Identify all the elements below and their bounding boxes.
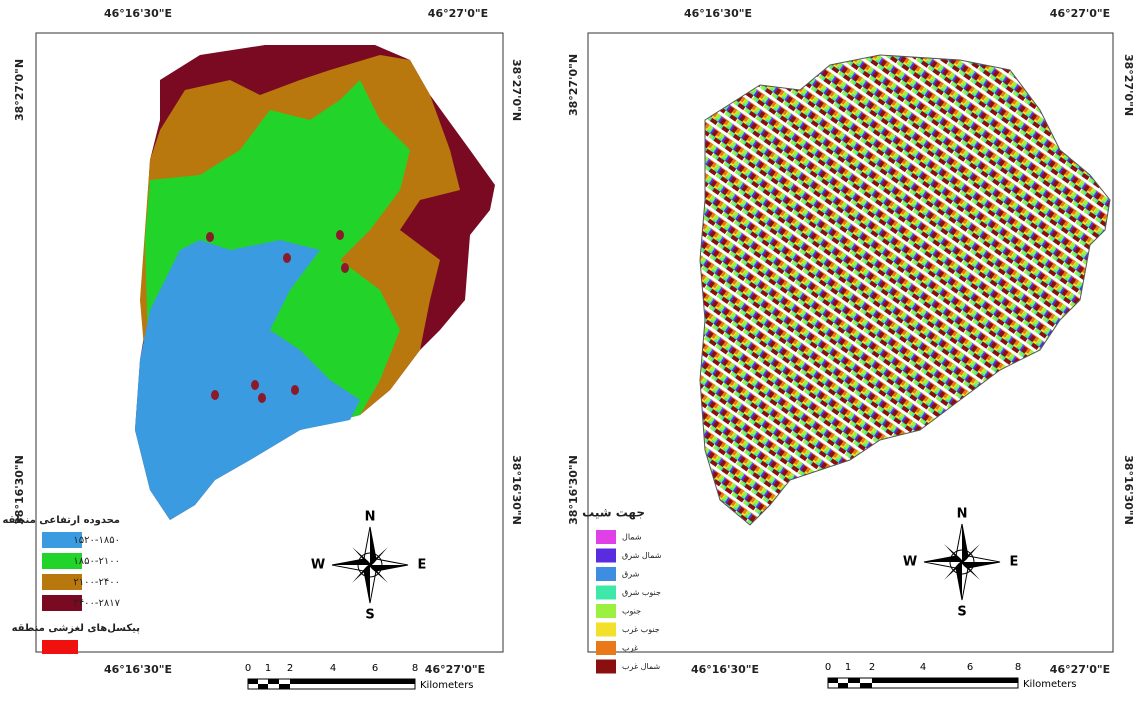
scale-tick: 1 [265, 663, 271, 674]
coord-top: 46°16'30"E [684, 7, 752, 20]
legend-title: محدوده ارتفاعی منطقه [2, 515, 120, 526]
scale-tick: 6 [967, 662, 973, 673]
legend-label: ۲۴۰۰-۲۸۱۷ [73, 598, 120, 609]
coord-bottom: 46°27'0"E [1050, 663, 1110, 676]
landslide-spot [341, 263, 349, 273]
legend-label: شمال [622, 533, 642, 542]
scale-seg [970, 678, 1018, 683]
scale-tick: 2 [869, 662, 875, 673]
legend-swatch [596, 585, 616, 600]
scale-tick: 6 [372, 663, 378, 674]
legend-swatch [42, 640, 78, 654]
legend-label: شرق [622, 570, 640, 579]
landslide-spot [336, 230, 344, 240]
scale-seg [838, 683, 848, 688]
legend-swatch [42, 595, 82, 611]
scale-tick: 8 [1015, 662, 1021, 673]
legend-swatch [596, 641, 616, 655]
coord-top: 46°27'0"E [1050, 7, 1110, 20]
legend-swatch [42, 532, 82, 548]
scale-seg [290, 679, 333, 684]
legend-swatch [596, 567, 616, 581]
compass-ring [357, 552, 383, 578]
coord-bottom: 46°16'30"E [104, 663, 172, 676]
legend-swatch [596, 530, 616, 544]
scale-tick: 1 [845, 662, 851, 673]
scale-seg [848, 678, 860, 683]
compass-star [944, 544, 980, 580]
legend-swatch [596, 659, 616, 674]
legend-label: جنوب غرب [622, 625, 660, 634]
coord-left: 38°16'30"N [567, 455, 580, 525]
coord-left: 38°27'0"N [567, 54, 580, 116]
compass-ring [949, 549, 975, 575]
legend-label: ۱۸۵۰-۲۱۰۰ [73, 556, 120, 567]
compass-e: E [418, 558, 427, 573]
legend-label: غرب [622, 644, 638, 653]
legend-swatch [42, 553, 82, 569]
scale-seg [268, 679, 279, 684]
compass-s: S [957, 605, 966, 620]
scale-seg [375, 679, 415, 684]
coord-right: 38°16'30"N [510, 455, 523, 525]
coord-bottom: 46°16'30"E [691, 663, 759, 676]
legend-swatch [596, 622, 616, 637]
scale-tick: 0 [245, 663, 251, 674]
scale-seg [860, 683, 872, 688]
coord-top: 46°16'30"E [104, 7, 172, 20]
compass: N S W E [311, 510, 427, 623]
scale-seg [248, 679, 258, 684]
scale-tick: 4 [920, 662, 926, 673]
compass-star [332, 527, 408, 603]
legend-label: جنوب [622, 607, 641, 616]
legend-title: جهت شیب [582, 506, 645, 520]
legend-label: ۱۵۲۰-۱۸۵۰ [73, 535, 120, 546]
legend-label: جنوب شرق [622, 588, 661, 597]
landslide-spot [291, 385, 299, 395]
scale-tick: 2 [287, 663, 293, 674]
compass-e: E [1010, 555, 1019, 570]
scale-tick: 8 [412, 663, 418, 674]
coord-left: 38°16'30"N [13, 455, 26, 525]
scale-seg [333, 679, 375, 684]
scale-seg [923, 678, 970, 683]
coord-top: 46°27'0"E [428, 7, 488, 20]
landslide-spot [283, 253, 291, 263]
legend-swatch [42, 574, 82, 590]
compass-w: W [903, 555, 917, 570]
coord-left: 38°27'0"N [13, 59, 26, 121]
scale-tick: 4 [330, 663, 336, 674]
scale-unit: Kilometers [420, 680, 474, 691]
coord-right: 38°16'30"N [1122, 455, 1135, 525]
landslide-spot [211, 390, 219, 400]
compass-star [352, 547, 388, 583]
legend-swatch [596, 548, 616, 563]
scale-seg [258, 684, 268, 689]
coord-bottom: 46°27'0"E [425, 663, 485, 676]
compass-s: S [365, 608, 374, 623]
legend-label: ۲۱۰۰-۲۴۰۰ [73, 577, 120, 588]
scale-seg [872, 678, 923, 683]
elevation-zone [135, 240, 360, 520]
compass: N S W E [903, 507, 1019, 620]
landslide-spot [206, 232, 214, 242]
landslide-spot [258, 393, 266, 403]
compass-w: W [311, 558, 325, 573]
compass-star [924, 524, 1000, 600]
scale-unit: Kilometers [1023, 679, 1077, 690]
aspect-basin [699, 54, 1111, 526]
scale-seg [828, 678, 838, 683]
legend-swatch [596, 604, 616, 618]
coord-right: 38°27'0"N [1122, 54, 1135, 116]
compass-n: N [365, 510, 376, 525]
legend-label: شمال غرب [622, 662, 661, 671]
scale-seg [279, 684, 290, 689]
coord-right: 38°27'0"N [510, 59, 523, 121]
legend-label: شمال شرق [622, 551, 662, 560]
scale-tick: 0 [825, 662, 831, 673]
compass-n: N [957, 507, 968, 522]
landslide-spot [251, 380, 259, 390]
legend-title: پیکسل‌های لغزشی منطقه [12, 623, 141, 634]
